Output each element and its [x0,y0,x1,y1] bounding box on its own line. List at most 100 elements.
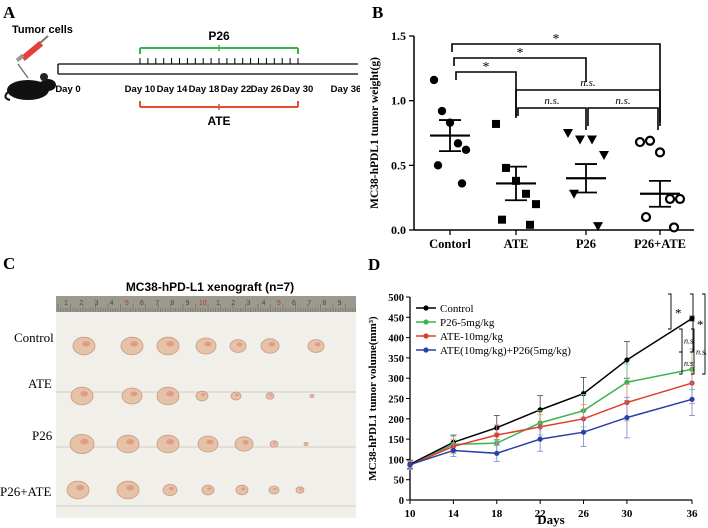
series-point [494,432,500,438]
data-point [502,163,510,172]
ruler-digit: 1 [216,300,220,307]
tumor-highlight [130,391,138,397]
series-point [537,436,543,442]
x-tick-label: 18 [491,508,503,520]
significance-label: * [697,317,704,332]
series-point [494,450,500,456]
timeline-day-label: Day 30 [283,84,314,95]
series-point [407,462,413,468]
series-point [624,414,630,421]
row-label-p26-ate: P26+ATE [0,484,52,499]
series-point [580,391,587,397]
ruler-digit: 1 [64,300,68,307]
tumor-highlight [242,439,249,445]
tumor-highlight [80,391,89,397]
ruler-digit: 4 [110,300,114,307]
legend-marker [423,305,429,311]
tumor-highlight [130,341,139,347]
significance-bracket [455,71,517,118]
ruler-digit: 2 [231,300,235,307]
ruler-digit: 3 [94,300,98,307]
panel-d: D 0 50 100 150 200 250 300 350 400 450 500 10 14 18 22… [367,255,707,527]
data-point [498,215,506,224]
significance-label: n.s. [544,95,559,107]
tumor-highlight [80,438,89,445]
tumor-highlight [76,485,85,491]
y-tick-label: 0.5 [391,158,406,172]
tumor-cells-label: Tumor cells [12,24,73,36]
ruler-digit: 5 [277,300,281,307]
tumor-highlight [206,439,214,445]
y-tick-label: 0.0 [391,223,406,237]
legend-label: ATE(10mg/kg)+P26(5mg/kg) [440,345,571,357]
y-tick-label: 1.5 [391,29,406,43]
data-point [429,75,439,85]
data-point [453,139,463,148]
legend-label: Control [440,303,474,315]
timeline-day-label: Day 26 [251,84,282,95]
tumor-highlight [311,395,314,397]
row-label-control: Control [14,330,54,345]
data-point [599,150,609,160]
y-axis-label: MC38-hPDL1 tumor weight(g) [369,57,381,209]
data-point [433,161,443,170]
significance-bracket [679,328,683,353]
tumor-highlight [236,342,243,347]
significance-bracket [690,293,694,353]
volume-legend: Control P26-5mg/kg ATE-10mg/kg ATE(10mg/kg)… [416,303,571,357]
tumor-highlight [82,341,91,347]
tumor-highlight [299,488,303,491]
data-point [668,222,680,233]
y-tick-label: 0 [399,496,404,507]
tumor-highlight [314,342,321,347]
ruler-digit: 6 [292,300,296,307]
significance-label: n.s. [615,95,630,107]
series-point [537,407,543,413]
volume-significance: ***n.s.n.s.n.s. [668,293,707,375]
ruler-digit: 5 [125,300,129,307]
panel-label-d: D [368,255,380,274]
data-point [532,200,540,209]
data-point [437,106,447,116]
significance-bracket [668,293,672,330]
series-point [450,447,456,454]
series-point [624,379,630,385]
volume-marks [407,315,695,470]
timeline-day-label: Day 18 [189,84,220,95]
mouse-icon [4,73,56,101]
x-tick-label: 10 [405,508,417,520]
data-point [461,145,471,155]
y-tick-label: 300 [388,374,404,385]
data-point [575,135,585,145]
volume-axes: 0 50 100 150 200 250 300 350 400 450 500 10 14 18 22 26… [367,293,698,527]
y-tick-label: 450 [388,313,404,324]
legend-label: ATE-10mg/kg [440,331,503,343]
y-tick-label: 50 [394,476,405,487]
tumor-highlight [241,487,246,491]
y-tick-label: 100 [388,455,404,466]
significance-label: n.s. [696,348,707,357]
panel-label-c: C [3,254,16,273]
data-point [492,119,500,128]
y-tick-label: 400 [388,334,404,345]
tumor-highlight [201,393,206,397]
data-point [664,193,676,205]
significance-label: * [483,60,490,75]
data-point [522,189,530,198]
legend-marker [423,333,429,339]
tumor-highlight [207,487,212,491]
tumor-highlight [166,439,175,445]
tumor-highlight [268,341,275,347]
data-point [569,189,579,199]
ruler-digit: 9 [186,300,190,307]
significance-label: n.s. [684,359,695,368]
data-point [640,211,652,223]
tumor-highlight [126,485,135,491]
ruler-digit: 8 [322,300,326,307]
significance-bracket [451,43,661,126]
syringe-icon [15,35,49,79]
data-point [654,147,666,158]
data-point [587,135,597,145]
legend-marker [423,347,429,353]
weight-marks [429,75,686,233]
